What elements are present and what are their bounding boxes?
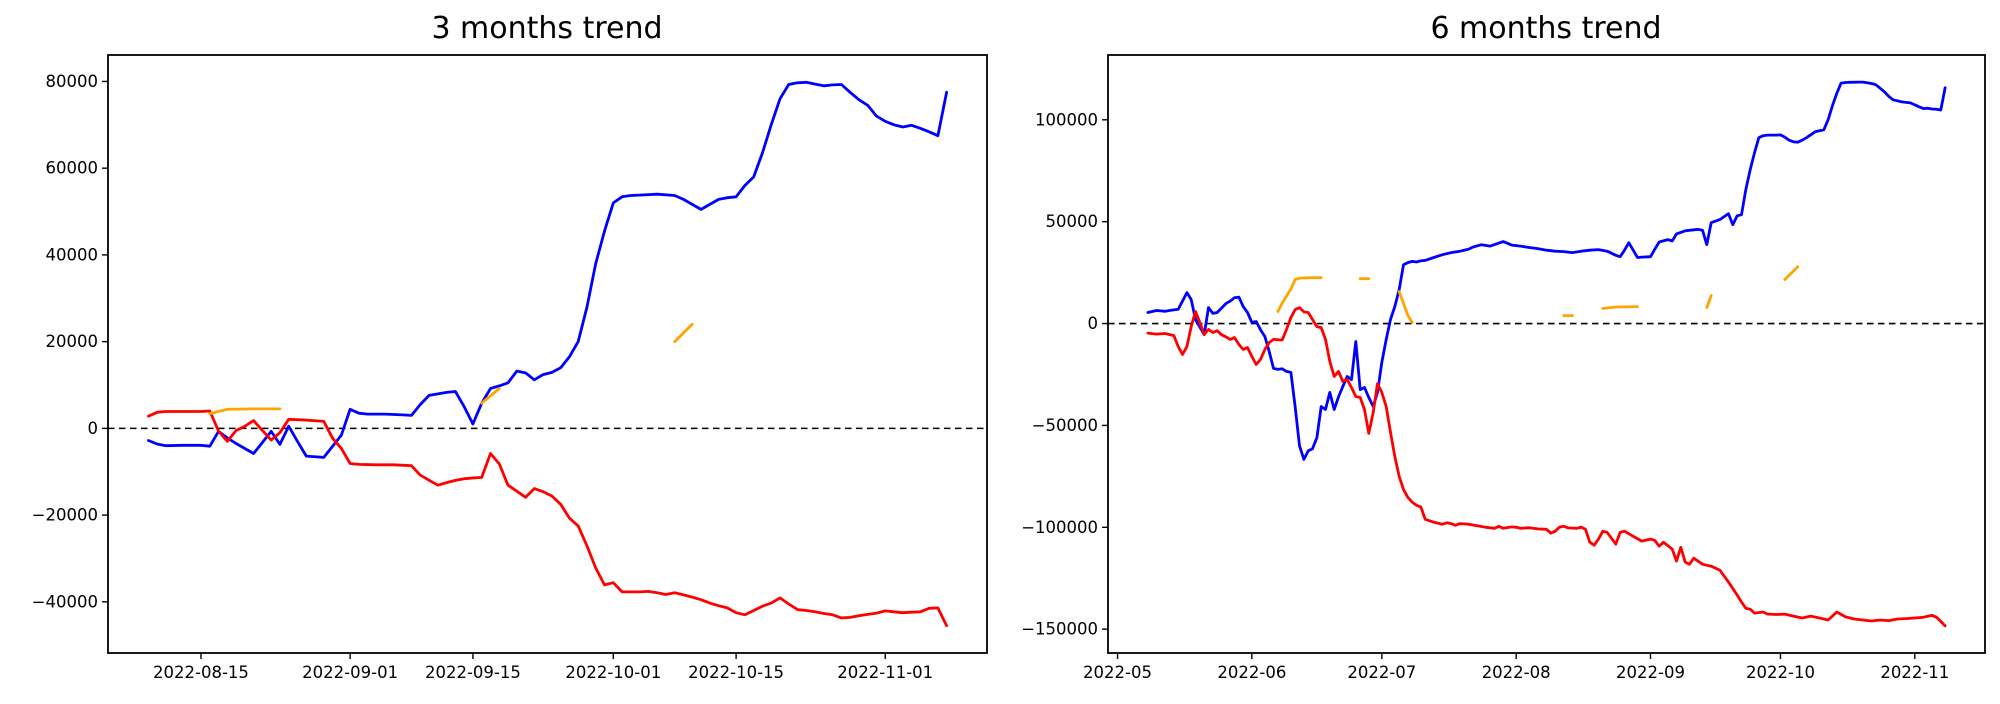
y-tick-label: −100000 bbox=[1021, 518, 1098, 537]
x-tick-label: 2022-09-15 bbox=[425, 663, 521, 682]
orange-line bbox=[1397, 290, 1414, 324]
y-tick-label: 0 bbox=[88, 419, 99, 438]
y-tick-label: −40000 bbox=[32, 592, 98, 611]
y-tick-label: 60000 bbox=[46, 159, 99, 178]
x-tick-label: 2022-06 bbox=[1217, 663, 1286, 682]
orange-line bbox=[1783, 265, 1800, 281]
blue-line bbox=[147, 80, 948, 459]
axes-frame bbox=[107, 54, 988, 654]
red-line bbox=[147, 409, 948, 628]
x-tick-label: 2022-09-01 bbox=[302, 663, 398, 682]
right-panel-title: 6 months trend bbox=[1430, 11, 1661, 46]
x-tick-label: 2022-05 bbox=[1083, 663, 1152, 682]
y-tick-label: 80000 bbox=[46, 72, 99, 91]
y-tick-label: −150000 bbox=[1021, 620, 1098, 639]
axes-frame bbox=[1107, 54, 1986, 654]
x-tick-label: 2022-10-15 bbox=[688, 663, 784, 682]
x-tick-label: 2022-08-15 bbox=[153, 663, 249, 682]
orange-line bbox=[1601, 305, 1639, 310]
y-tick-label: 50000 bbox=[1046, 212, 1099, 231]
y-tick-label: −20000 bbox=[32, 506, 98, 525]
y-tick-label: 20000 bbox=[46, 332, 99, 351]
orange-line bbox=[1705, 294, 1713, 309]
y-tick-label: −50000 bbox=[1032, 416, 1098, 435]
x-tick-label: 2022-09 bbox=[1616, 663, 1685, 682]
y-tick-label: 40000 bbox=[46, 245, 99, 264]
x-tick-label: 2022-10-01 bbox=[565, 663, 661, 682]
orange-line bbox=[208, 407, 282, 415]
red-line bbox=[1146, 306, 1947, 628]
right-chart-panel: 2022-05 2022-06 2022-07 2022-08 2022-09 2022-… bbox=[1021, 54, 1986, 682]
x-tick-label: 2022-11-01 bbox=[837, 663, 933, 682]
left-panel-title: 3 months trend bbox=[431, 11, 662, 46]
x-tick-label: 2022-08 bbox=[1482, 663, 1551, 682]
x-tick-label: 2022-07 bbox=[1347, 663, 1416, 682]
y-tick-label: 100000 bbox=[1035, 110, 1098, 129]
orange-line bbox=[480, 387, 501, 405]
x-tick-label: 2022-10 bbox=[1746, 663, 1815, 682]
left-chart-panel: 2022-08-15 2022-09-01 2022-09-15 2022-10-01… bbox=[32, 54, 988, 682]
x-tick-label: 2022-11 bbox=[1880, 663, 1949, 682]
orange-line bbox=[673, 322, 694, 343]
orange-line bbox=[1276, 276, 1323, 313]
blue-line bbox=[1146, 80, 1947, 461]
y-tick-label: 0 bbox=[1088, 314, 1099, 333]
